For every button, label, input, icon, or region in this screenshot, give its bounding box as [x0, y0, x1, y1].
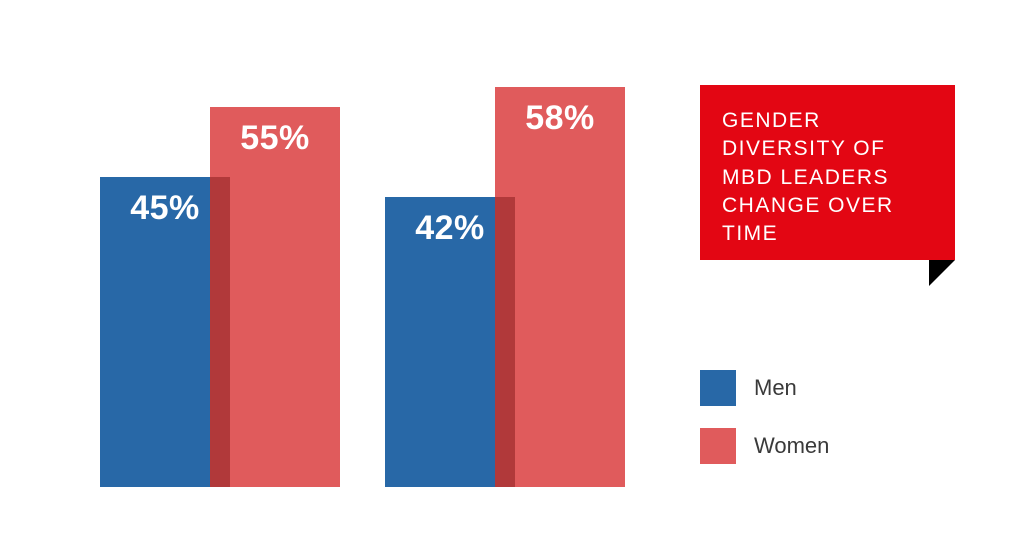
chart-legend: Men Women: [700, 370, 829, 486]
bar-women: 58%: [495, 87, 625, 487]
bar-value-label: 55%: [210, 119, 340, 158]
title-callout: GENDER DIVERSITY OF MBD LEADERS CHANGE O…: [700, 85, 955, 260]
bar-chart: 45%55%42%58%: [60, 47, 620, 487]
callout-tail-icon: [929, 260, 955, 286]
legend-label: Men: [754, 375, 797, 401]
legend-swatch: [700, 428, 736, 464]
legend-item: Men: [700, 370, 829, 406]
bar-overlap: [210, 177, 230, 487]
bar-overlap: [495, 197, 515, 487]
bar-value-label: 58%: [495, 99, 625, 138]
title-callout-text: GENDER DIVERSITY OF MBD LEADERS CHANGE O…: [722, 107, 933, 249]
legend-item: Women: [700, 428, 829, 464]
legend-swatch: [700, 370, 736, 406]
bar-women: 55%: [210, 107, 340, 487]
legend-label: Women: [754, 433, 829, 459]
infographic-stage: 45%55%42%58% GENDER DIVERSITY OF MBD LEA…: [0, 0, 1024, 537]
